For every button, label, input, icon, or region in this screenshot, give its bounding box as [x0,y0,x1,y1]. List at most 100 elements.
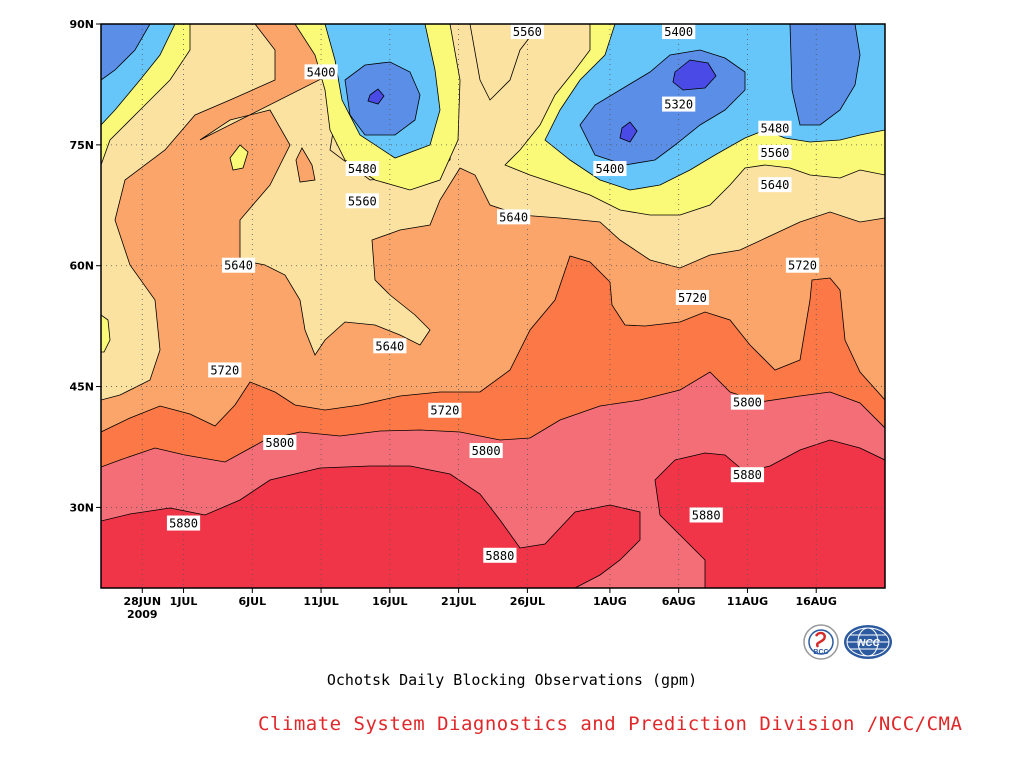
contour-label-box [469,443,503,459]
contour-label-box [730,394,765,410]
chart-caption: Ochotsk Daily Blocking Observations (gpm… [326,671,698,689]
y-tick-label: 45N [69,381,94,394]
contour-label-box [373,338,407,354]
contour-label: 5880 [166,515,201,531]
contour-label-text: 5800 [472,444,501,458]
x-tick-label: 28JUN [123,595,161,608]
contour-label: 5400 [304,64,338,80]
contour-label-box [662,96,696,112]
contour-label: 5560 [758,144,792,160]
contour-label-box [675,289,710,305]
contour-label-box [662,24,696,40]
contour-label: 5640 [373,338,407,354]
x-tick-label: 11AUG [727,595,768,608]
bcc-logo-text: BCC [813,649,828,656]
contour-label-box [263,434,297,450]
x-tick-label: 6JUL [238,595,266,608]
contour-label: 5320 [662,96,696,112]
x-tick-label: 11JUL [303,595,338,608]
contour-label-box [689,507,723,523]
contour-label-text: 5400 [595,162,624,176]
contour-label-box [730,467,765,483]
contour-label: 5640 [497,209,531,225]
contour-label: 5480 [758,120,792,136]
contour-label: 5880 [689,507,723,523]
contour-label-box [428,402,462,418]
ncc-logo-text: NCC [858,638,880,649]
x-tick-label: 16AUG [796,595,837,608]
contour-label-box [497,209,531,225]
x-tick-label: 1JUL [170,595,198,608]
contour-label: 5480 [345,161,379,177]
contour-label-box [758,120,792,136]
contour-label-text: 5400 [307,65,336,79]
x-tick-label: 16JUL [372,595,407,608]
x-year-label: 2009 [127,608,158,621]
contour-label: 5640 [221,257,256,273]
contour-label-box [345,193,379,209]
contour-label: 5720 [428,402,462,418]
contour-label: 5560 [345,193,379,209]
contour-label-box [785,257,820,273]
contour-label-text: 5480 [348,162,377,176]
y-tick-label: 75N [69,139,94,152]
contour-label-box [304,64,338,80]
contour-label-box [483,547,517,563]
contour-label: 5720 [785,257,820,273]
contour-label-text: 5560 [513,25,542,39]
plot-frame [100,23,886,589]
band-5320-5400 [101,24,861,166]
contour-label: 5880 [730,467,765,483]
contour-label: 5880 [483,547,517,563]
contour-label-text: 5800 [265,436,294,450]
contour-label-box [208,362,242,378]
contour-label: 5560 [510,24,544,40]
y-tick-label: 90N [69,18,94,31]
contour-label-text: 5320 [664,98,693,112]
contour-label-text: 5560 [761,146,790,160]
contour-label-text: 5720 [430,404,459,418]
ncc-logo-icon: NCC [844,625,892,659]
contour-label-text: 5640 [761,178,790,192]
contour-fills [101,24,885,588]
contour-label-text: 5640 [375,339,404,353]
contour-label-text: 5880 [485,549,514,563]
contour-label: 5800 [469,443,503,459]
y-tick-label: 30N [69,501,94,514]
contour-label-text: 5400 [664,25,693,39]
contour-label: 5640 [758,177,792,193]
contour-label-box [593,161,627,177]
small-contour-b [295,147,316,183]
contour-label: 5800 [730,394,765,410]
contour-label-text: 5640 [499,210,528,224]
contour-label: 5400 [593,161,627,177]
contour-label-text: 5720 [210,363,239,377]
band-below-5320 [367,59,717,143]
x-tick-label: 6AUG [662,595,696,608]
credit-line: Climate System Diagnostics and Predictio… [258,713,963,735]
contour-label-text: 5560 [348,194,377,208]
contour-label-box [758,177,792,193]
contour-label: 5400 [662,24,696,40]
x-tick-label: 21JUL [441,595,476,608]
small-contour-c [101,314,111,353]
contour-label: 5720 [675,289,710,305]
contour-label-box [758,144,792,160]
contour-label: 5800 [263,434,297,450]
contour-label-text: 5880 [169,517,198,531]
contour-label-box [510,24,544,40]
contour-label-box [345,161,379,177]
contour-label-text: 5880 [692,508,721,522]
contour-label-box [166,515,201,531]
bcc-logo-icon: BCC [803,624,839,660]
x-tick-label: 26JUL [510,595,545,608]
contour-labels: 5400 5480 5560 5560 5400 5320 5400 5480 5560 5640… [166,24,820,563]
contour-label-text: 5640 [224,259,253,273]
small-contour-a [229,144,249,171]
contour-label-box [221,257,256,273]
y-tick-label: 60N [69,260,94,273]
contour-label-text: 5800 [733,396,762,410]
contour-label-text: 5720 [788,259,817,273]
